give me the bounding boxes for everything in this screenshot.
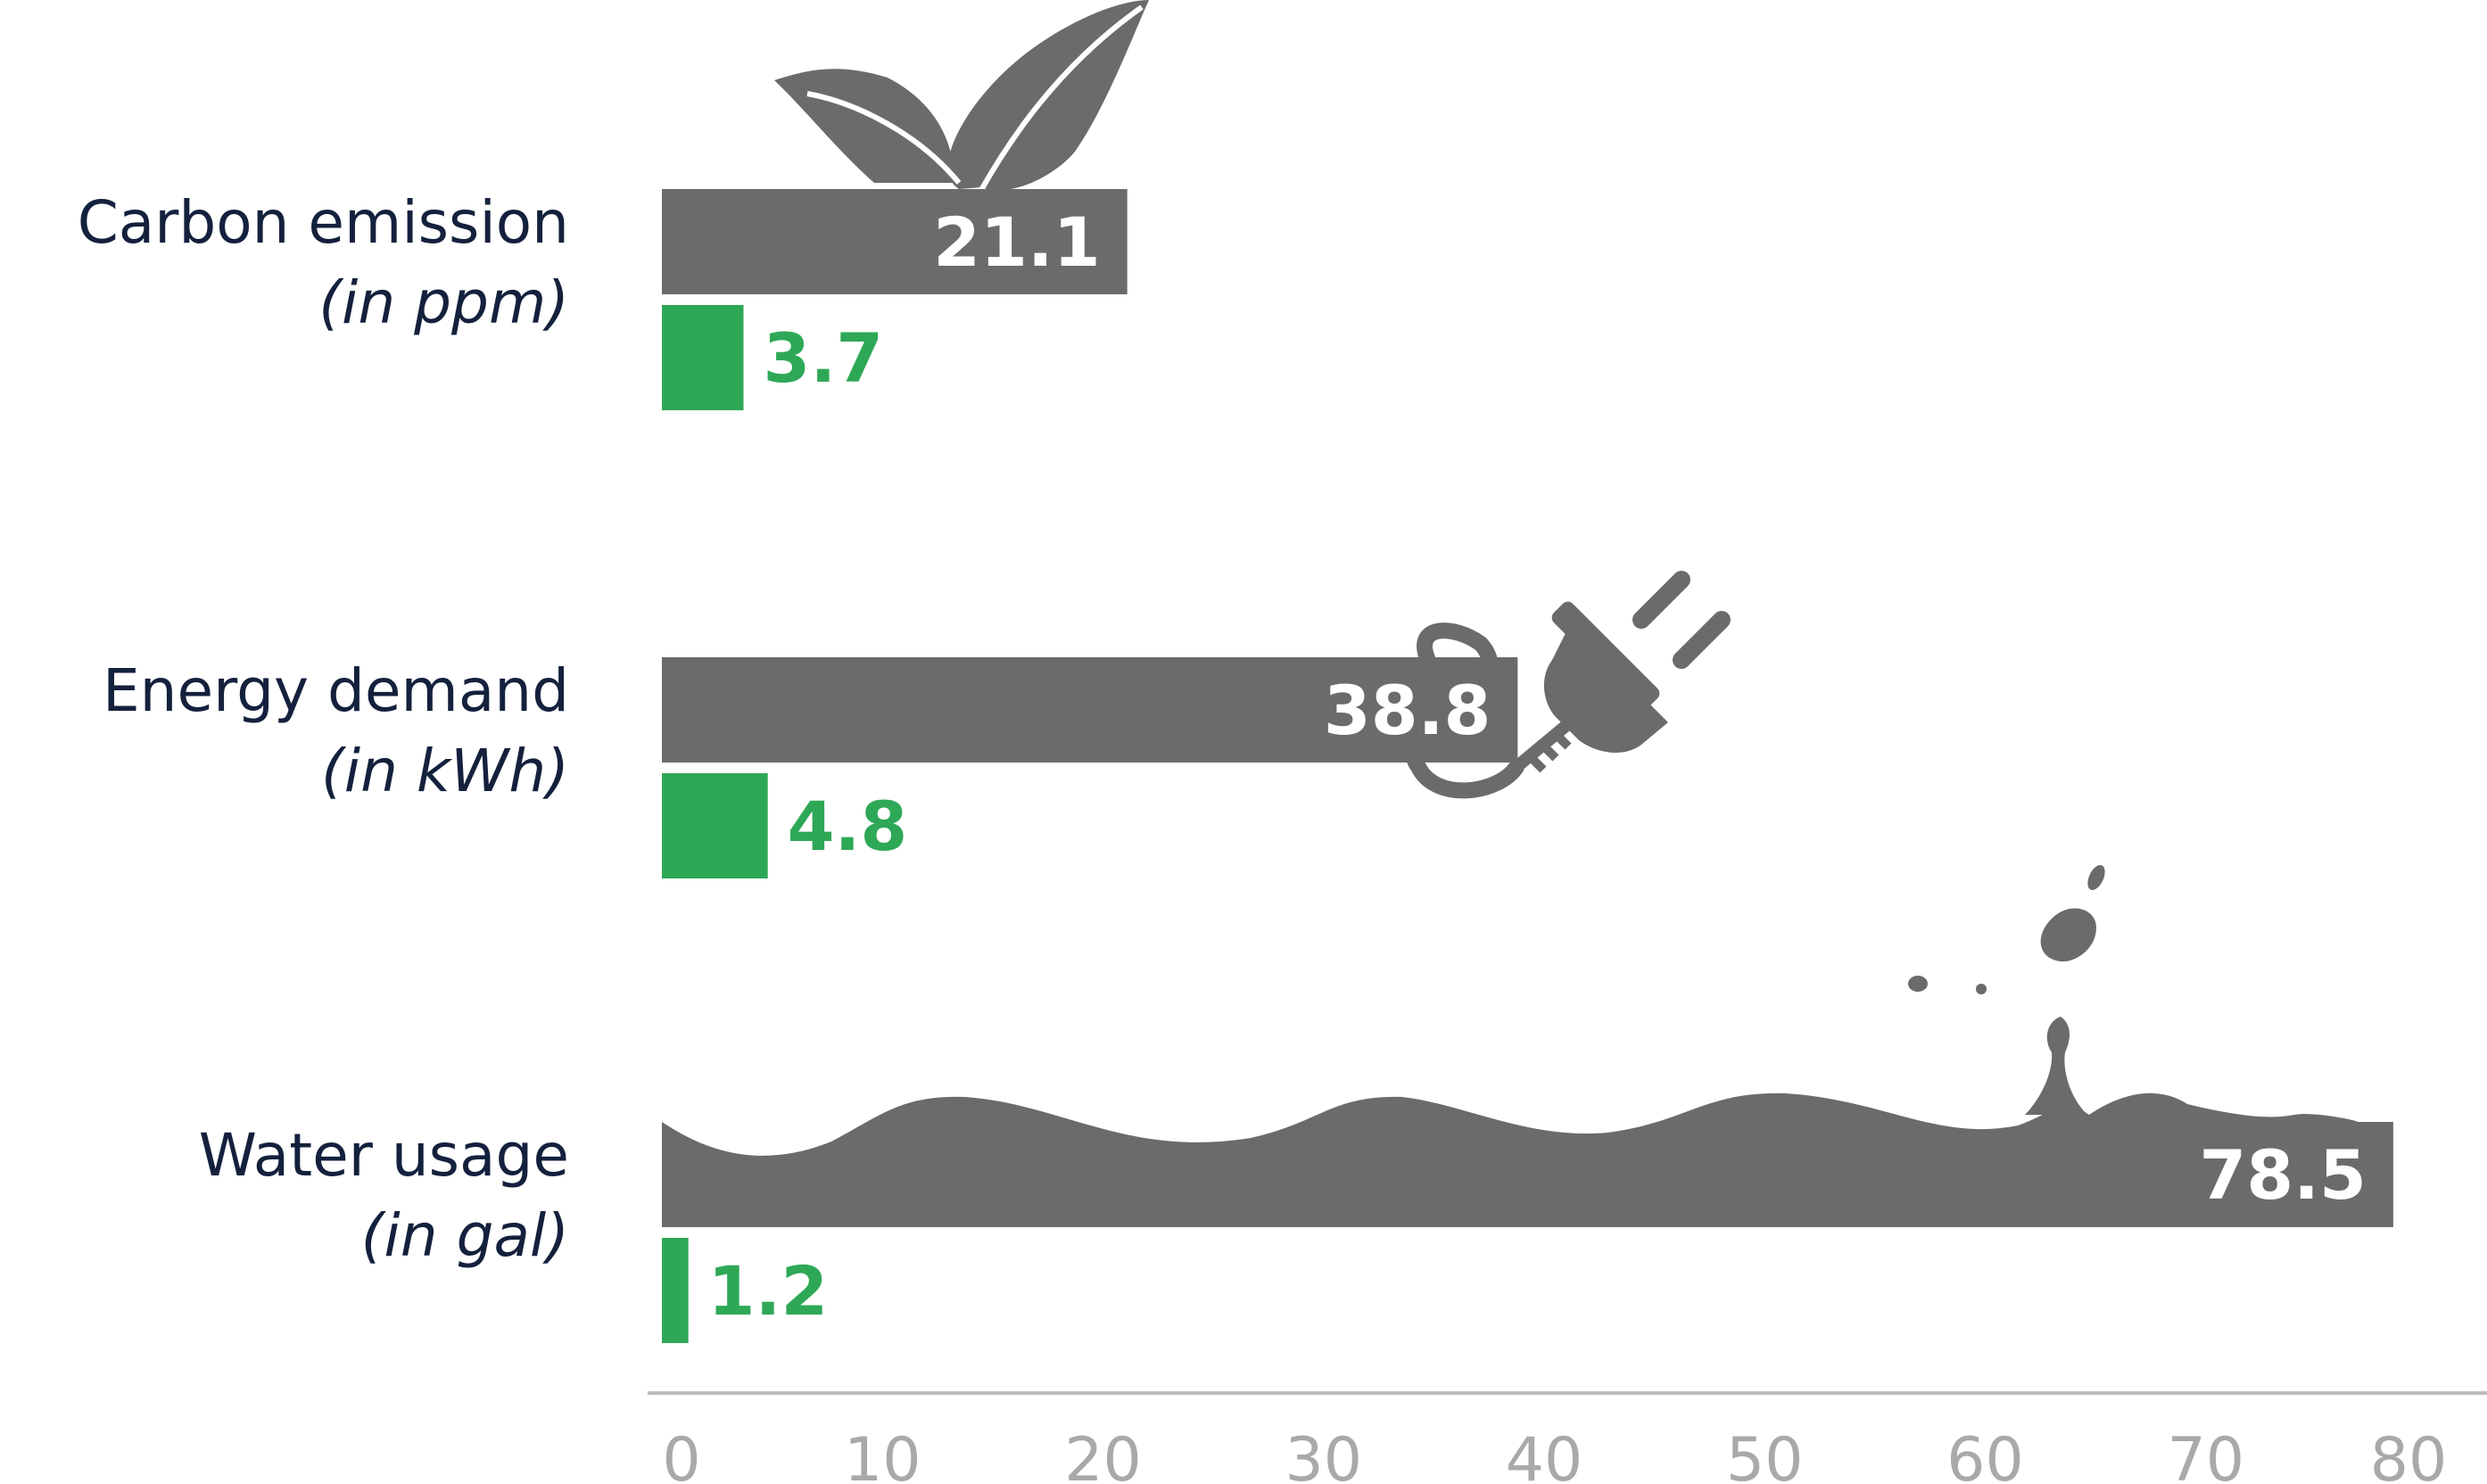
- data-label: 78.5: [2199, 1135, 2367, 1215]
- x-tick-label: 80: [2370, 1425, 2448, 1484]
- data-label: 38.8: [1324, 671, 1491, 750]
- x-tick-label: 50: [1726, 1425, 1804, 1484]
- x-tick-label: 70: [2167, 1425, 2244, 1484]
- bar-series-2: [662, 1238, 689, 1343]
- bar-series-2: [662, 773, 768, 878]
- category-unit: (in gal): [361, 1201, 569, 1270]
- data-label: 21.1: [933, 202, 1101, 282]
- category-label: Carbon emission: [78, 188, 569, 257]
- bar-series-2: [662, 305, 744, 410]
- x-tick-label: 10: [844, 1425, 921, 1484]
- x-tick-label: 60: [1946, 1425, 2024, 1484]
- water-drops-icon: [1908, 864, 2105, 1115]
- x-tick-label: 40: [1506, 1425, 1583, 1484]
- bar-series-1: [662, 1092, 2393, 1227]
- leaves-icon: [774, 0, 1149, 192]
- category-unit: (in kWh): [321, 737, 569, 805]
- x-tick-label: 0: [662, 1425, 700, 1484]
- category-unit: (in ppm): [318, 268, 569, 337]
- data-label: 1.2: [708, 1251, 829, 1331]
- bar-series-1: [662, 657, 1518, 763]
- category-label: Water usage: [199, 1121, 569, 1190]
- bar-series-1: [662, 189, 1128, 294]
- x-tick-label: 20: [1064, 1425, 1142, 1484]
- data-label: 3.7: [763, 318, 883, 398]
- data-label: 4.8: [788, 787, 908, 866]
- category-label: Energy demand: [103, 656, 569, 725]
- x-tick-label: 30: [1285, 1425, 1362, 1484]
